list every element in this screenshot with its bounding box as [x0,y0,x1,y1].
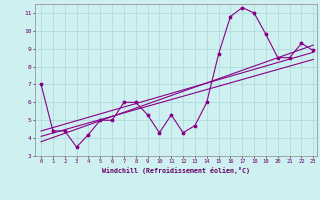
X-axis label: Windchill (Refroidissement éolien,°C): Windchill (Refroidissement éolien,°C) [102,167,250,174]
